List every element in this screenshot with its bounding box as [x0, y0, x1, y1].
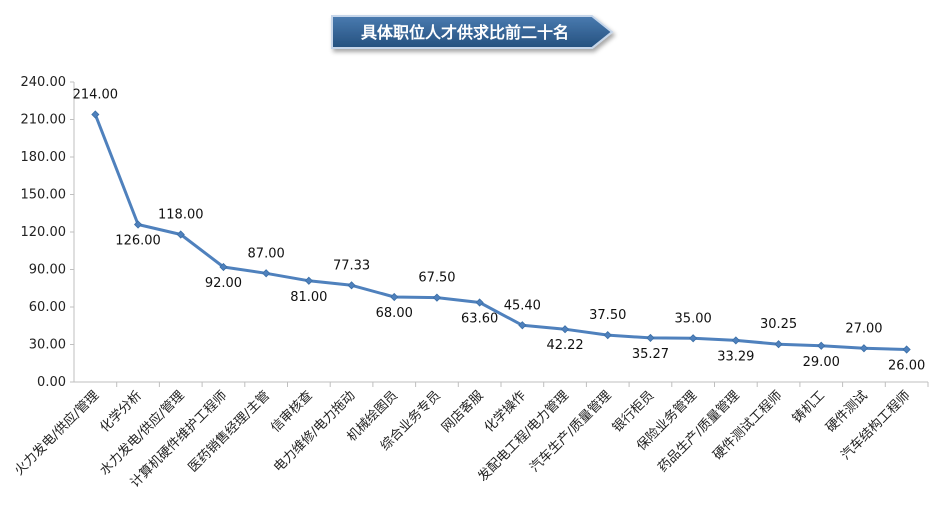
x-tick-label: 医药销售经理/主管 [185, 388, 273, 476]
data-point [176, 230, 185, 239]
y-tick-label: 0.00 [37, 375, 66, 390]
x-tick-label: 火力发电/供应/管理 [11, 388, 102, 479]
data-point [475, 298, 484, 307]
axes: 0.00 30.00 60.00 90.00 120.00 150.00 180.00 210… [11, 75, 929, 491]
data-label: 118.00 [158, 208, 204, 223]
data-point [91, 110, 100, 119]
data-point [133, 220, 143, 229]
data-label: 214.00 [73, 88, 119, 103]
data-label: 35.27 [632, 347, 669, 362]
data-series [91, 110, 911, 354]
x-tick-label: 药品生产/质量管理 [655, 388, 742, 475]
data-point [817, 341, 826, 350]
y-tick-label: 240.00 [21, 75, 67, 90]
data-point [390, 292, 399, 302]
series-line [93, 113, 909, 351]
data-label: 126.00 [115, 234, 161, 249]
data-label: 87.00 [248, 246, 285, 261]
y-tick-label: 60.00 [29, 300, 66, 315]
x-tick-label: 网店客服 [438, 388, 486, 436]
y-tick-label: 90.00 [29, 263, 66, 278]
data-point [603, 331, 612, 340]
data-label: 68.00 [376, 306, 413, 321]
data-point [731, 336, 740, 345]
data-point [774, 340, 783, 349]
data-label: 30.25 [760, 317, 797, 332]
data-label: 92.00 [205, 276, 242, 291]
data-labels: 214.00 126.00 118.00 92.00 87.00 81.00 77.33 68… [73, 88, 926, 374]
title-banner-shape [331, 15, 614, 49]
data-point [262, 269, 271, 278]
data-label: 37.50 [589, 308, 626, 323]
y-tick-label: 180.00 [21, 150, 67, 165]
data-point [304, 276, 313, 285]
x-tick-label: 汽车生产/质量管理 [527, 388, 615, 476]
y-tick-label: 150.00 [21, 188, 67, 203]
y-tick-label: 210.00 [21, 113, 67, 128]
data-label: 33.29 [717, 349, 754, 364]
chart-title-banner: 具体职位人才供求比前二十名 [331, 15, 614, 49]
data-label: 27.00 [845, 321, 882, 336]
data-point [646, 333, 655, 342]
data-label: 77.33 [333, 258, 370, 273]
data-point [518, 321, 527, 330]
data-point [347, 281, 356, 290]
data-point [689, 334, 698, 343]
x-tick-label: 电力维修/电力拖动 [271, 388, 358, 475]
data-label: 63.60 [461, 312, 498, 327]
data-point [859, 344, 869, 353]
data-label: 45.40 [504, 298, 541, 313]
data-label: 26.00 [888, 359, 925, 374]
data-point [432, 293, 442, 302]
data-label: 29.00 [803, 355, 840, 370]
data-label: 81.00 [290, 290, 327, 305]
data-point [560, 325, 570, 334]
y-tick-label: 30.00 [29, 338, 66, 353]
x-tick-label: 铸机工 [789, 388, 828, 427]
data-label: 35.00 [675, 311, 712, 326]
data-label: 42.22 [546, 338, 583, 353]
chart-title: 具体职位人才供求比前二十名 [361, 23, 569, 42]
y-tick-label: 120.00 [21, 225, 67, 240]
data-label: 67.50 [418, 271, 455, 286]
data-point [219, 262, 228, 272]
data-point [902, 345, 911, 354]
